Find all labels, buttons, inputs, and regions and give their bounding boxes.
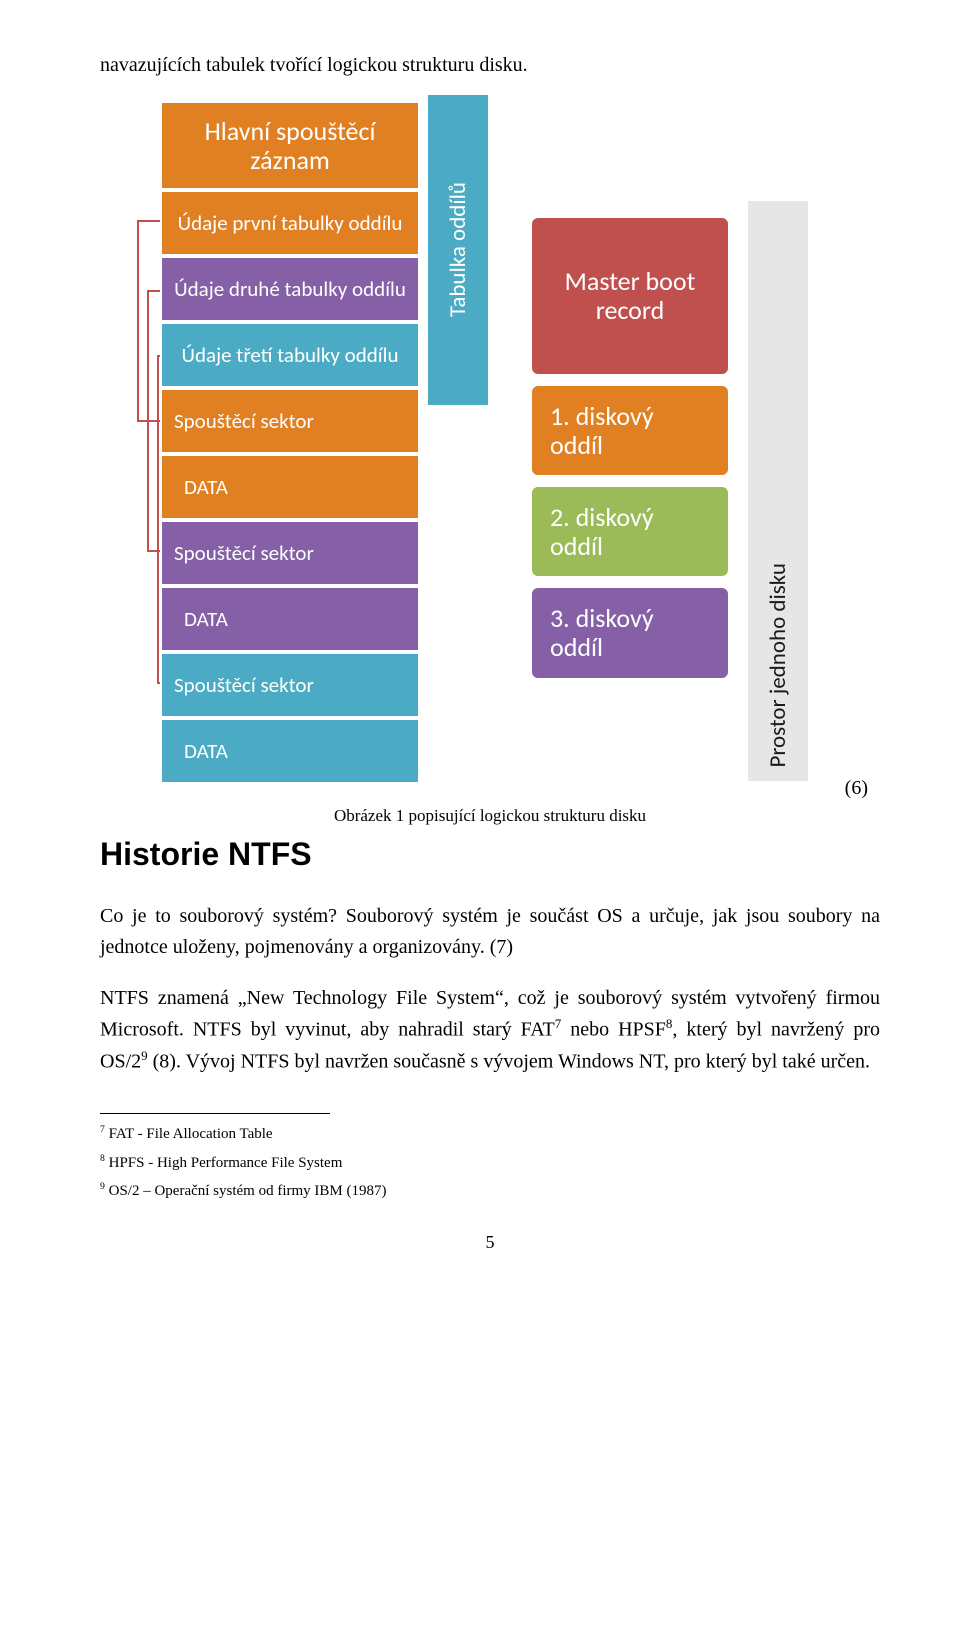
row-data1: DATA xyxy=(160,454,420,520)
disk-structure-diagram: Hlavní spouštěcí záznam Údaje první tabu… xyxy=(100,101,880,801)
table-of-partitions-label: Tabulka oddílů xyxy=(444,182,472,317)
reference-mark: (6) xyxy=(845,777,868,800)
row-boot3: Spouštěcí sektor xyxy=(160,652,420,718)
fn9-num: 9 xyxy=(100,1181,105,1192)
fn9-text: OS/2 – Operační systém od firmy IBM (198… xyxy=(109,1183,387,1199)
fn7-text: FAT - File Allocation Table xyxy=(109,1126,273,1142)
fn8-text: HPFS - High Performance File System xyxy=(109,1155,343,1171)
disk-layout-column: Master boot record 1. diskový oddíl 2. d… xyxy=(530,216,730,680)
row-oddil2: Údaje druhé tabulky oddílu xyxy=(160,256,420,322)
row-boot1: Spouštěcí sektor xyxy=(160,388,420,454)
page-number: 5 xyxy=(100,1232,880,1253)
partition-table-column: Hlavní spouštěcí záznam Údaje první tabu… xyxy=(160,101,420,784)
paragraph-2: NTFS znamená „New Technology File System… xyxy=(100,983,880,1077)
footnote-9: 9 OS/2 – Operační systém od firmy IBM (1… xyxy=(100,1177,880,1206)
mbr-header: Hlavní spouštěcí záznam xyxy=(160,101,420,190)
disk-partition-1: 1. diskový oddíl xyxy=(530,384,730,477)
row-oddil1: Údaje první tabulky oddílu xyxy=(160,190,420,256)
disk-space-bar: Prostor jednoho disku xyxy=(748,201,808,781)
row-boot2: Spouštěcí sektor xyxy=(160,520,420,586)
footnotes: 7 FAT - File Allocation Table 8 HPFS - H… xyxy=(100,1120,880,1206)
section-heading: Historie NTFS xyxy=(100,836,880,873)
table-of-partitions-bar: Tabulka oddílů xyxy=(428,95,488,405)
paragraph-1: Co je to souborový systém? Souborový sys… xyxy=(100,901,880,963)
master-boot-record: Master boot record xyxy=(530,216,730,376)
row-oddil3: Údaje třetí tabulky oddílu xyxy=(160,322,420,388)
fn7-num: 7 xyxy=(100,1124,105,1135)
disk-partition-2: 2. diskový oddíl xyxy=(530,485,730,578)
row-data3: DATA xyxy=(160,718,420,784)
disk-space-label: Prostor jednoho disku xyxy=(764,563,792,767)
footnote-8: 8 HPFS - High Performance File System xyxy=(100,1149,880,1178)
p2-b: nebo HPSF xyxy=(561,1019,666,1041)
footnote-7: 7 FAT - File Allocation Table xyxy=(100,1120,880,1149)
p2-d: (8). Vývoj NTFS byl navržen současně s v… xyxy=(148,1050,870,1072)
disk-partition-3: 3. diskový oddíl xyxy=(530,586,730,679)
figure-caption: Obrázek 1 popisující logickou strukturu … xyxy=(100,806,880,826)
footnote-rule xyxy=(100,1113,330,1114)
intro-paragraph: navazujících tabulek tvořící logickou st… xyxy=(100,50,880,81)
row-data2: DATA xyxy=(160,586,420,652)
fn8-num: 8 xyxy=(100,1153,105,1164)
